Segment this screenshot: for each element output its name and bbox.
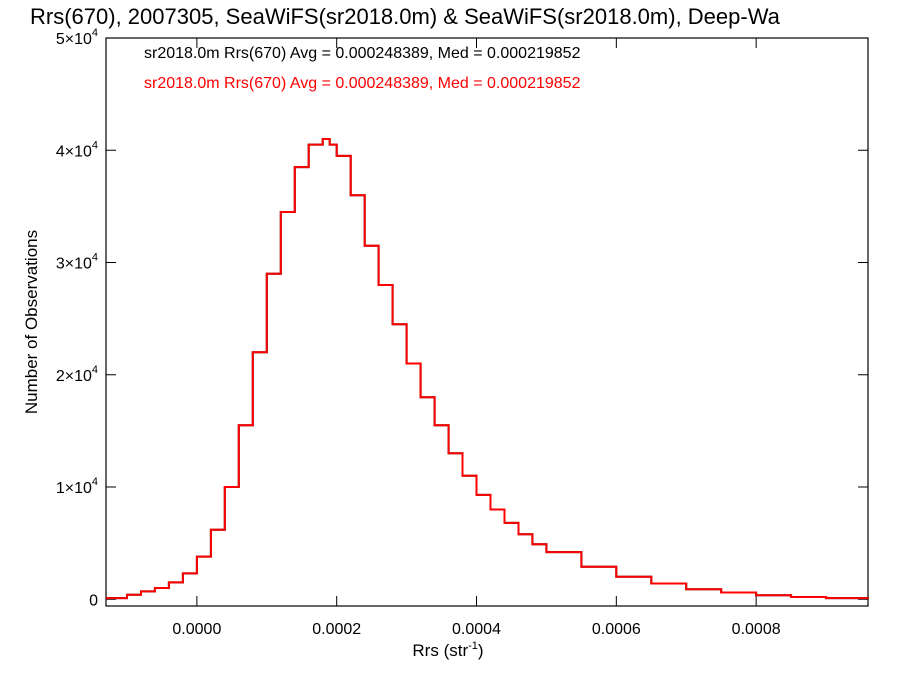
x-tick-label: 0.0006 [592,621,641,638]
x-axis-label-sup: -1 [468,640,478,652]
y-tick-label: 3×104 [56,252,98,273]
x-axis: 0.0000 0.0002 0.0004 0.0006 0.0008 [172,38,781,638]
x-axis-label: Rrs (str-1) [412,640,483,660]
y-tick-label: 0 [89,592,98,609]
y-tick-label: 4×104 [56,139,98,160]
x-tick-label: 0.0008 [732,621,781,638]
y-tick-label-sup: 4 [92,364,98,376]
y-tick-label-main: 1×10 [56,480,92,497]
legend-entry-red: sr2018.0m Rrs(670) Avg = 0.000248389, Me… [144,75,581,92]
y-tick-label-main: 3×10 [56,256,92,273]
y-tick-label-main: 5×10 [56,31,92,48]
chart-title: Rrs(670), 2007305, SeaWiFS(sr2018.0m) & … [30,4,781,29]
y-tick-label-sup: 4 [92,27,98,39]
y-tick-label: 2×104 [56,364,98,385]
y-axis-label: Number of Observations [22,230,41,414]
series-layer [106,138,869,600]
x-axis-label-tail: ) [478,641,484,660]
y-tick-label-sup: 4 [92,252,98,264]
y-tick-label-sup: 4 [92,139,98,151]
y-tick-label-main: 4×10 [56,143,92,160]
y-tick-label: 1×104 [56,476,98,497]
y-tick-label-sup: 4 [92,476,98,488]
y-tick-label-main: 0 [89,592,98,609]
y-tick-label-main: 2×10 [56,368,92,385]
x-tick-label: 0.0004 [452,621,501,638]
y-tick-label: 5×104 [56,27,98,48]
x-tick-label: 0.0000 [172,621,221,638]
x-axis-label-main: Rrs (str [412,641,468,660]
plot-area-frame [105,37,869,607]
legend-entry-black: sr2018.0m Rrs(670) Avg = 0.000248389, Me… [144,45,581,62]
histogram-series-red [106,138,869,600]
x-tick-label: 0.0002 [312,621,361,638]
